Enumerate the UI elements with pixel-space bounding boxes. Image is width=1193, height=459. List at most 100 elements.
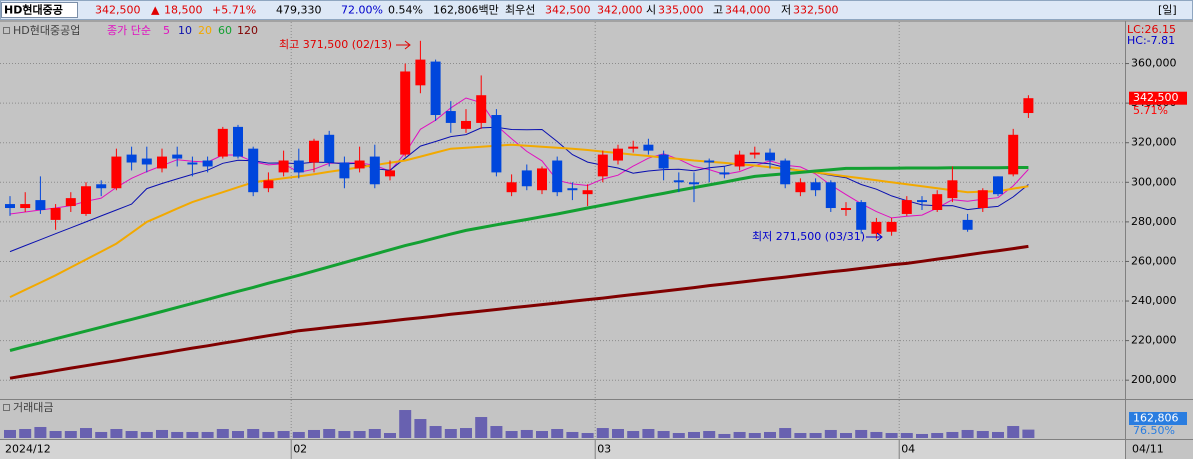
legend-entry: 20 [198, 24, 212, 37]
candle-body [385, 170, 395, 177]
volume-bar [779, 428, 792, 438]
volume-bar [444, 429, 457, 438]
header-item: 18,500 [164, 4, 203, 17]
volume-bar [262, 431, 275, 438]
x-tick-label: 04 [901, 443, 915, 456]
legend-entry: 120 [237, 24, 258, 37]
volume-bar [733, 431, 746, 438]
candle-body [947, 180, 958, 199]
volume-bar [916, 433, 928, 438]
last-date: 04/11 [1132, 443, 1164, 456]
volume-bar [900, 433, 913, 438]
volume-bar [1022, 429, 1035, 438]
y-tick-label: 300,000 [1131, 175, 1177, 188]
volume-bar [247, 429, 260, 438]
volume-bar [475, 417, 488, 438]
candle-body [658, 154, 669, 169]
volume-bar [429, 426, 442, 438]
header-item: 342,500 [95, 4, 141, 17]
header-item: 332,500 [793, 4, 839, 17]
candle-body [567, 188, 578, 191]
indicator: LC:26.15 [1127, 23, 1176, 36]
header-item: [일] [1158, 3, 1177, 17]
candle-body [765, 152, 775, 161]
volume-bar [764, 431, 776, 438]
volume-bar [596, 428, 609, 438]
volume-bar [186, 431, 199, 438]
ma-line [9, 143, 1029, 299]
volume-bar [961, 429, 974, 438]
candle-body [278, 160, 289, 173]
candle-body [977, 190, 988, 209]
legend-name: HD현대중공업 [13, 24, 80, 37]
volume-bar [581, 433, 594, 438]
candle-body [461, 120, 471, 129]
volume-bar [870, 431, 883, 438]
volume-bar [323, 429, 336, 438]
candle-body [856, 202, 867, 230]
header-item: 342,500 [545, 4, 591, 17]
candle-body [96, 184, 107, 189]
candle-body [521, 170, 532, 187]
legend-box [3, 27, 10, 34]
candle-body [613, 148, 623, 161]
volume-bar [520, 429, 533, 438]
candle-body [339, 162, 350, 179]
price-badge-change: 5.71% [1133, 104, 1168, 117]
volume-bar [809, 433, 822, 438]
legend-entry: 5 [163, 24, 170, 37]
y-tick-label: 360,000 [1131, 57, 1177, 70]
header-item: 335,000 [658, 4, 704, 17]
candle-body [932, 194, 943, 210]
header-item: 0.54% [388, 4, 423, 17]
date-axis [0, 440, 1125, 459]
volume-bar [49, 431, 62, 438]
candle-body [248, 148, 259, 193]
candle-body [445, 111, 456, 123]
volume-badge-change: 76.50% [1133, 424, 1175, 437]
volume-bar [855, 429, 868, 438]
volume-bar [1007, 426, 1020, 438]
candle-body [369, 156, 380, 185]
candle-body [20, 204, 31, 209]
candle-body [734, 154, 745, 167]
candle-body [552, 160, 563, 193]
volume-bar [140, 431, 153, 438]
volume-bar [414, 419, 427, 438]
volume-bar [34, 426, 47, 438]
price-badge-label: 342,500 [1133, 91, 1179, 104]
volume-bar [368, 429, 381, 438]
candle-body [506, 182, 517, 193]
volume-bar [216, 429, 229, 438]
header-item: 최우선 [505, 4, 535, 17]
volume-bar [992, 431, 1004, 438]
candle-body [35, 200, 46, 210]
volume-bar [232, 431, 244, 438]
candle-body [810, 182, 821, 191]
candle-body [841, 208, 851, 210]
candle-body [1008, 134, 1019, 175]
x-tick-label: 03 [597, 443, 611, 456]
candle-body [886, 221, 897, 232]
candle-body [780, 160, 791, 185]
y-tick-label: 260,000 [1131, 254, 1177, 267]
header-item: 342,000 [597, 4, 643, 17]
header-item: 시 [646, 4, 656, 17]
candle-body [293, 160, 304, 173]
candle-body [993, 176, 1003, 195]
annotation: 최저 271,500 (03/31) [752, 230, 865, 243]
candle-body [415, 59, 426, 86]
ma-line [9, 166, 1029, 352]
annotation: 최고 371,500 (02/13) [279, 38, 392, 51]
y-tick-label: 220,000 [1131, 334, 1177, 347]
volume-bar [672, 433, 685, 438]
volume-bar [946, 431, 959, 438]
candle-body [673, 180, 684, 183]
candle-body [582, 190, 593, 195]
volume-bar [95, 431, 108, 438]
candle-body [217, 128, 228, 157]
y-tick-label: 320,000 [1131, 136, 1177, 149]
candle-body [628, 146, 639, 149]
